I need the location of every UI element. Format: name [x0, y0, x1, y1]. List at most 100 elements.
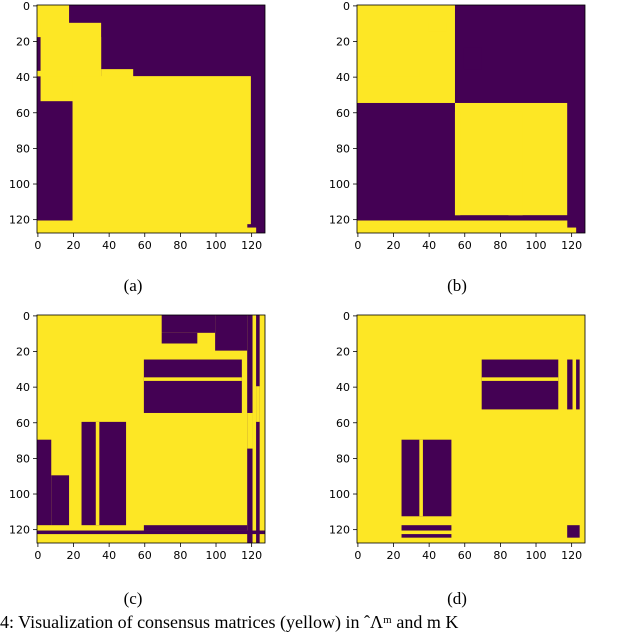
x-tick-label: 120	[241, 549, 262, 562]
matrix-block	[508, 111, 523, 216]
x-tick-label: 40	[102, 549, 116, 562]
x-tick-label: 0	[354, 549, 361, 562]
matrix-block	[463, 47, 482, 70]
x-tick-label: 60	[458, 239, 472, 252]
panel-c: 0 0 20 20 40 40 60 60 80 80 100 100 120 120	[9, 310, 277, 571]
x-tick-label: 100	[206, 549, 227, 562]
matrix-block	[37, 227, 257, 233]
panel-a: 0 0 20 20 40 40 60 60 80 80 100 100 120 120	[9, 0, 277, 261]
matrix-block	[37, 22, 43, 38]
y-tick-label: 40	[336, 71, 350, 84]
x-tick-label: 60	[138, 239, 152, 252]
x-tick-label: 20	[67, 239, 81, 252]
matrix-block	[357, 5, 455, 103]
matrix-block	[51, 475, 70, 526]
matrix-block	[81, 421, 127, 526]
matrix-block	[567, 525, 580, 538]
x-tick-label: 20	[67, 549, 81, 562]
x-tick-label: 0	[34, 239, 41, 252]
y-tick-label: 40	[16, 381, 30, 394]
x-tick-label: 40	[102, 239, 116, 252]
x-tick-label: 120	[561, 239, 582, 252]
x-tick-label: 100	[206, 239, 227, 252]
matrix-block	[143, 359, 242, 413]
matrix-block	[401, 525, 452, 531]
x-tick-label: 60	[458, 549, 472, 562]
y-tick-label: 80	[16, 142, 30, 155]
matrix-block	[215, 315, 248, 351]
y-tick-label: 20	[336, 346, 350, 359]
y-tick-label: 40	[336, 381, 350, 394]
y-tick-label: 120	[329, 524, 350, 537]
x-tick-label: 20	[387, 239, 401, 252]
matrix-block	[161, 332, 198, 344]
y-tick-label: 60	[16, 107, 30, 120]
y-tick-label: 120	[9, 524, 30, 537]
x-tick-label: 100	[526, 549, 547, 562]
matrix-block	[576, 359, 580, 410]
axes-frame	[356, 4, 586, 234]
y-tick-label: 100	[329, 178, 350, 191]
matrix-block	[481, 377, 559, 381]
consensus-matrix-d: 0 0 20 20 40 40 60 60 80 80 100 100 120 120	[329, 310, 586, 562]
panel-label-b: (b)	[447, 276, 467, 295]
y-tick-label: 60	[16, 417, 30, 430]
y-tick-label: 20	[336, 36, 350, 49]
x-tick-label: 120	[561, 549, 582, 562]
y-tick-label: 100	[9, 178, 30, 191]
matrix-block	[357, 70, 420, 77]
x-tick-label: 0	[354, 239, 361, 252]
axes-frame	[36, 314, 266, 544]
matrix-block	[72, 76, 251, 225]
y-tick-label: 0	[23, 0, 30, 13]
y-tick-label: 120	[9, 214, 30, 227]
matrix-block	[143, 525, 248, 531]
matrix-block	[567, 359, 573, 410]
panel-b: 0 0 20 20 40 40 60 60 80 80 100 100 120 120	[329, 0, 597, 261]
y-tick-label: 0	[23, 310, 30, 323]
matrix-block	[95, 421, 100, 526]
matrix-block	[419, 439, 423, 517]
y-tick-label: 0	[343, 310, 350, 323]
y-tick-label: 80	[336, 452, 350, 465]
axes-frame	[36, 4, 266, 234]
panel-d: 0 0 20 20 40 40 60 60 80 80 100 100 120 120	[329, 310, 597, 571]
y-tick-label: 120	[329, 214, 350, 227]
x-tick-label: 100	[526, 239, 547, 252]
x-tick-label: 40	[422, 239, 436, 252]
y-tick-label: 20	[16, 346, 30, 359]
x-tick-label: 0	[34, 549, 41, 562]
matrix-block	[481, 359, 559, 410]
x-tick-label: 120	[241, 239, 262, 252]
matrix-block	[256, 315, 260, 543]
x-tick-label: 40	[422, 549, 436, 562]
matrix-block	[428, 22, 447, 32]
consensus-matrix-a: 0 0 20 20 40 40 60 60 80 80 100 100 120 120	[9, 0, 266, 252]
matrix-block	[247, 412, 253, 449]
y-tick-label: 20	[16, 36, 30, 49]
matrix-block	[37, 530, 265, 535]
matrix-block	[454, 111, 461, 216]
matrix-block	[37, 70, 100, 77]
panel-label-a: (a)	[123, 276, 143, 295]
panel-label-c: (c)	[123, 589, 143, 608]
matrix-block	[256, 386, 260, 422]
y-tick-label: 40	[16, 71, 30, 84]
y-tick-label: 60	[336, 417, 350, 430]
matrix-block	[357, 315, 585, 543]
y-tick-label: 60	[336, 107, 350, 120]
matrix-block	[37, 439, 52, 526]
x-tick-label: 80	[493, 239, 507, 252]
x-tick-label: 80	[173, 239, 187, 252]
panel-label-d: (d)	[447, 589, 467, 608]
y-tick-label: 0	[343, 0, 350, 13]
x-tick-label: 60	[138, 549, 152, 562]
y-tick-label: 100	[9, 488, 30, 501]
matrix-block	[401, 439, 452, 517]
y-tick-label: 100	[329, 488, 350, 501]
x-tick-label: 20	[387, 549, 401, 562]
figure-caption: 4: Visualization of consensus matrices (…	[0, 612, 459, 632]
matrix-block	[143, 377, 242, 381]
consensus-matrix-b: 0 0 20 20 40 40 60 60 80 80 100 100 120 120	[329, 0, 586, 252]
x-tick-label: 80	[173, 549, 187, 562]
